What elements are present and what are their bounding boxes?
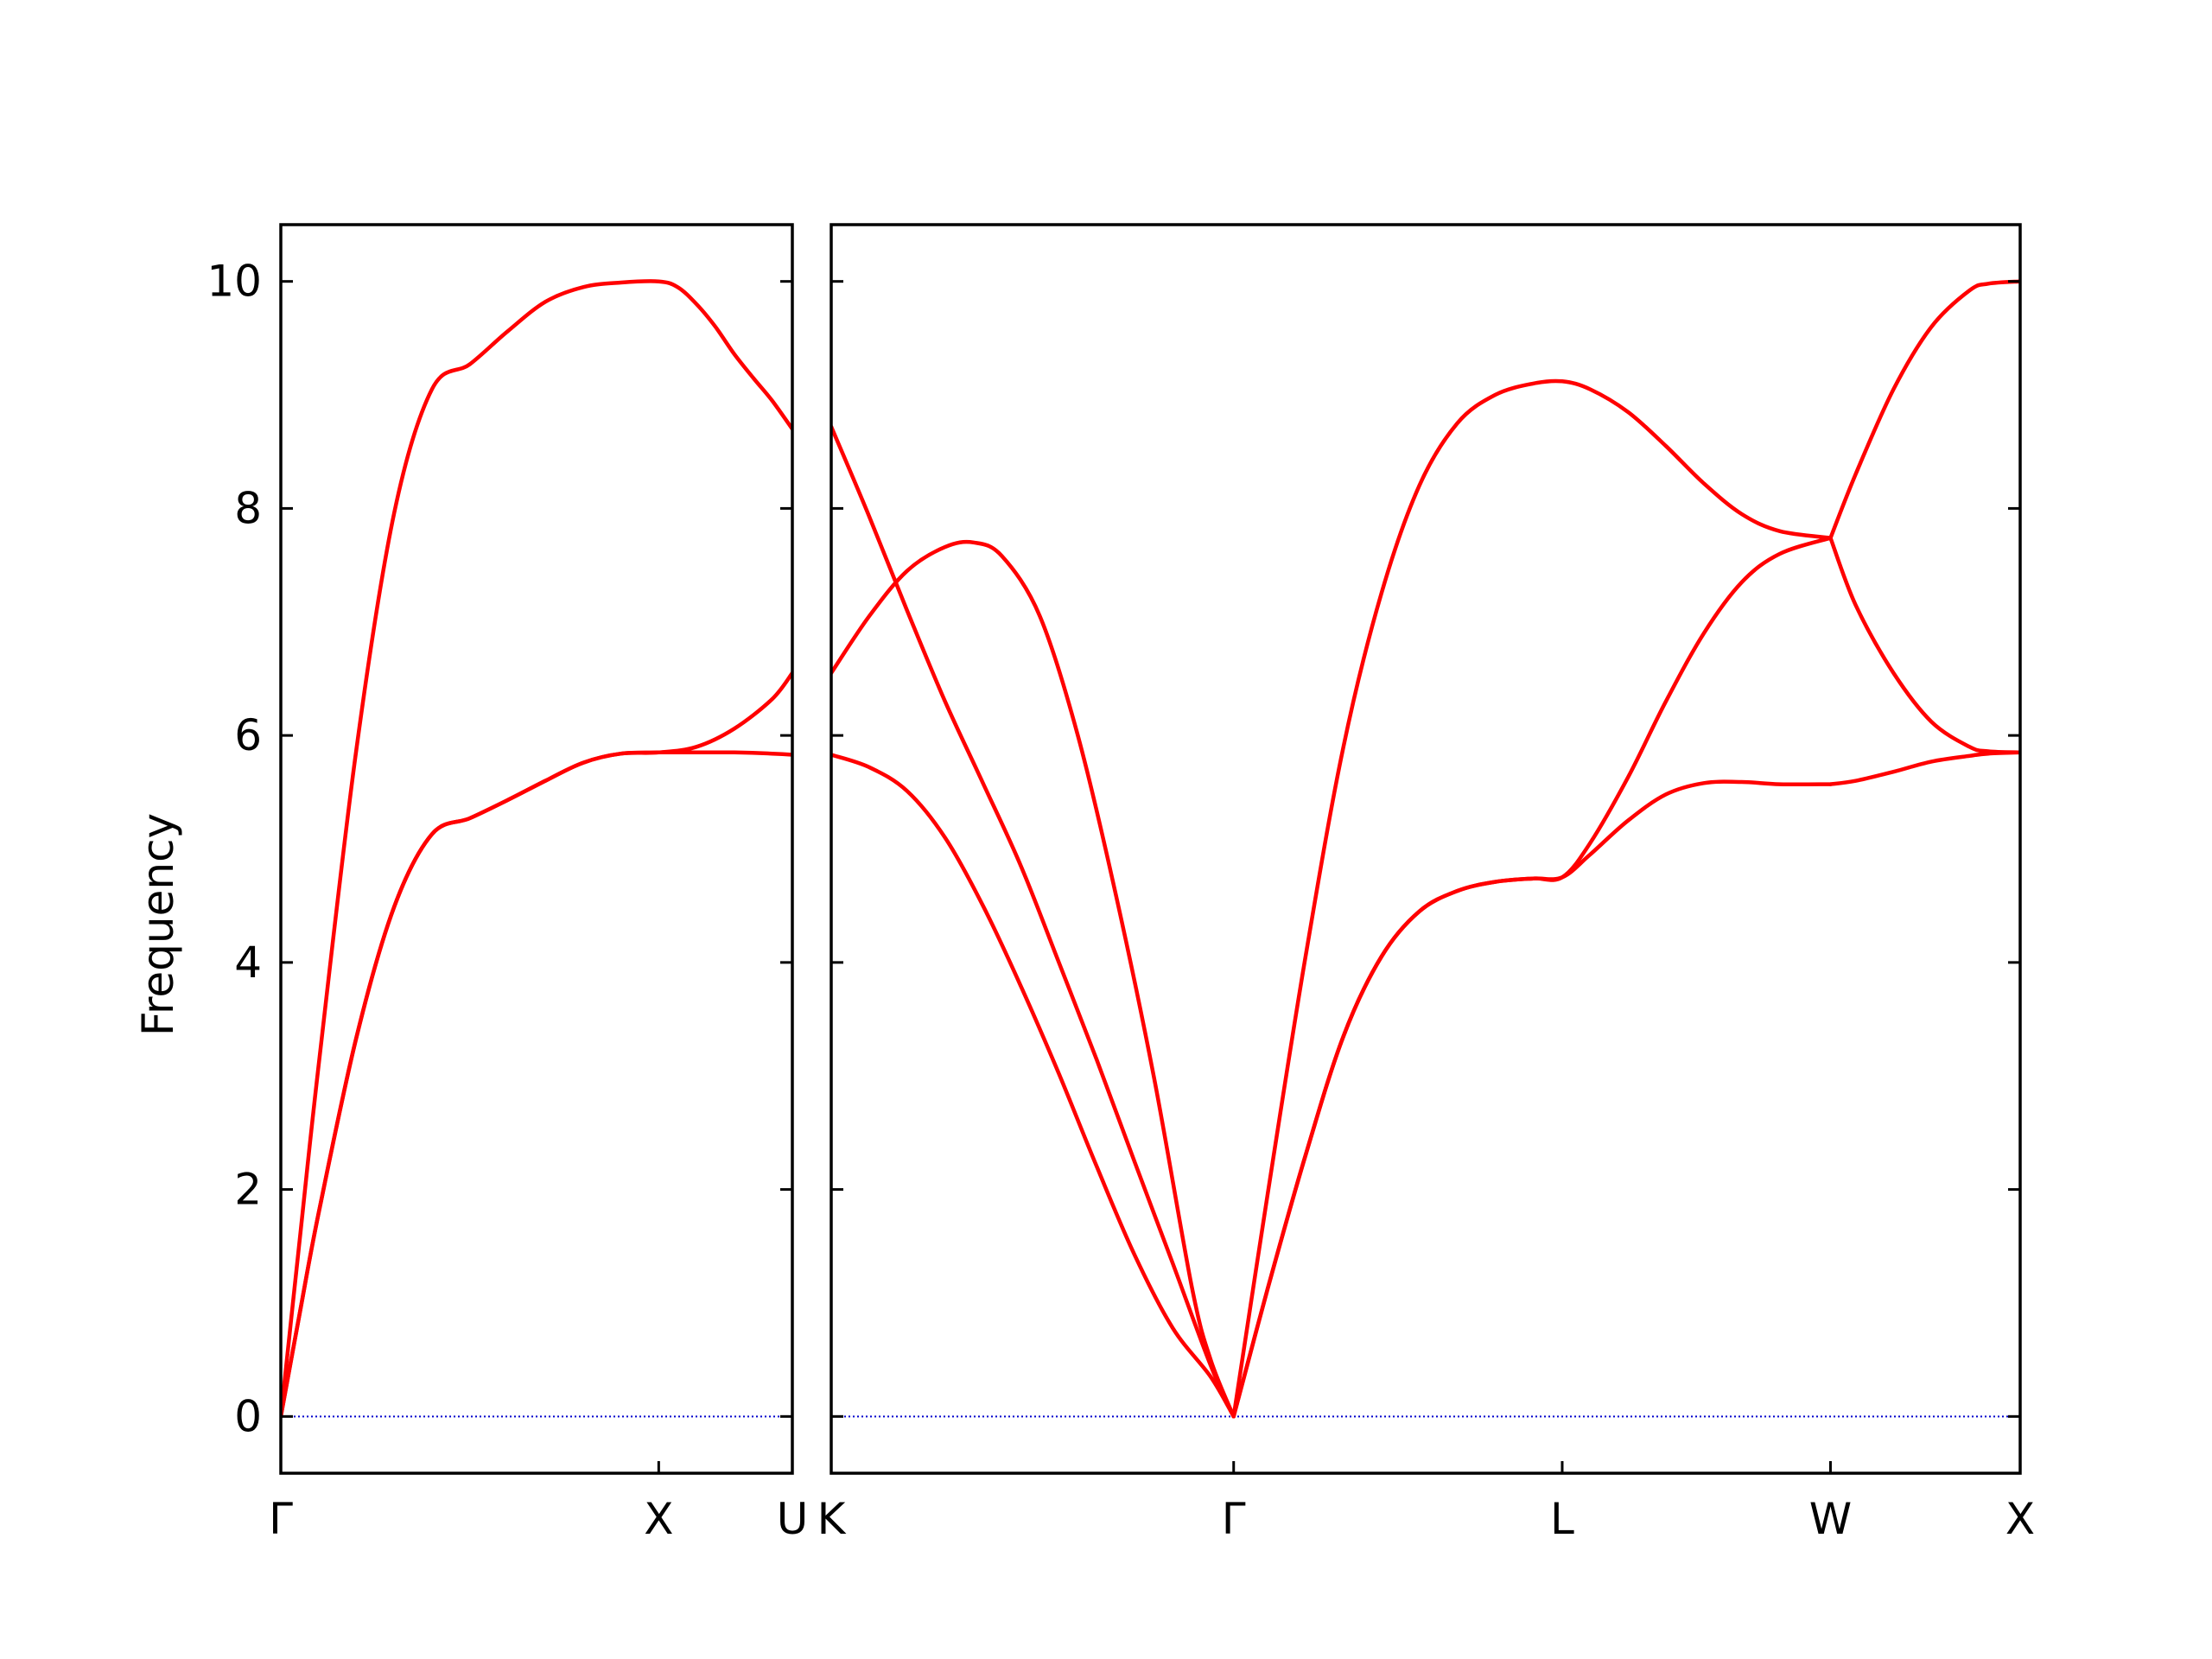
band-line-right-4 — [1231, 378, 1833, 1419]
band-line-right-2 — [831, 539, 1236, 1419]
series-group — [831, 279, 2020, 1419]
x-tick-label: X — [2005, 1494, 2035, 1544]
band-line-right-6 — [1231, 779, 1833, 1419]
x-tick-label: U — [777, 1494, 809, 1544]
series-group — [281, 279, 792, 1419]
x-tick-label: K — [817, 1494, 847, 1544]
y-tick-label: 8 — [234, 483, 262, 533]
y-tick-label: 2 — [234, 1165, 262, 1215]
band-line-right-3 — [831, 753, 1236, 1419]
band-line-right-7 — [1828, 279, 2020, 540]
band-line-left-3 — [281, 750, 792, 1419]
x-tick-label: L — [1550, 1494, 1574, 1544]
panel-left: 0 2 4 6 8 10 Γ X U — [207, 223, 809, 1544]
x-tick-label: W — [1809, 1494, 1852, 1544]
band-line-right-1 — [831, 424, 1236, 1419]
axes-frame — [279, 223, 794, 1475]
y-tick-label: 10 — [207, 257, 262, 307]
band-line-left-1 — [281, 279, 792, 1419]
x-tick-label: Γ — [269, 1494, 293, 1544]
y-tick-label: 6 — [234, 710, 262, 760]
band-line-right-9 — [1828, 750, 2020, 786]
x-tick-label: Γ — [1222, 1494, 1246, 1544]
plot-panels: 0 2 4 6 8 10 Γ X U K Γ L W X — [207, 223, 2035, 1544]
y-axis-label: Frequency — [133, 813, 183, 1036]
y-tick-label: 4 — [234, 938, 262, 988]
y-tick-label: 0 — [234, 1391, 262, 1441]
axes-frame — [830, 223, 2022, 1475]
x-tick-label: X — [644, 1494, 673, 1544]
band-line-right-8 — [1828, 536, 2020, 755]
